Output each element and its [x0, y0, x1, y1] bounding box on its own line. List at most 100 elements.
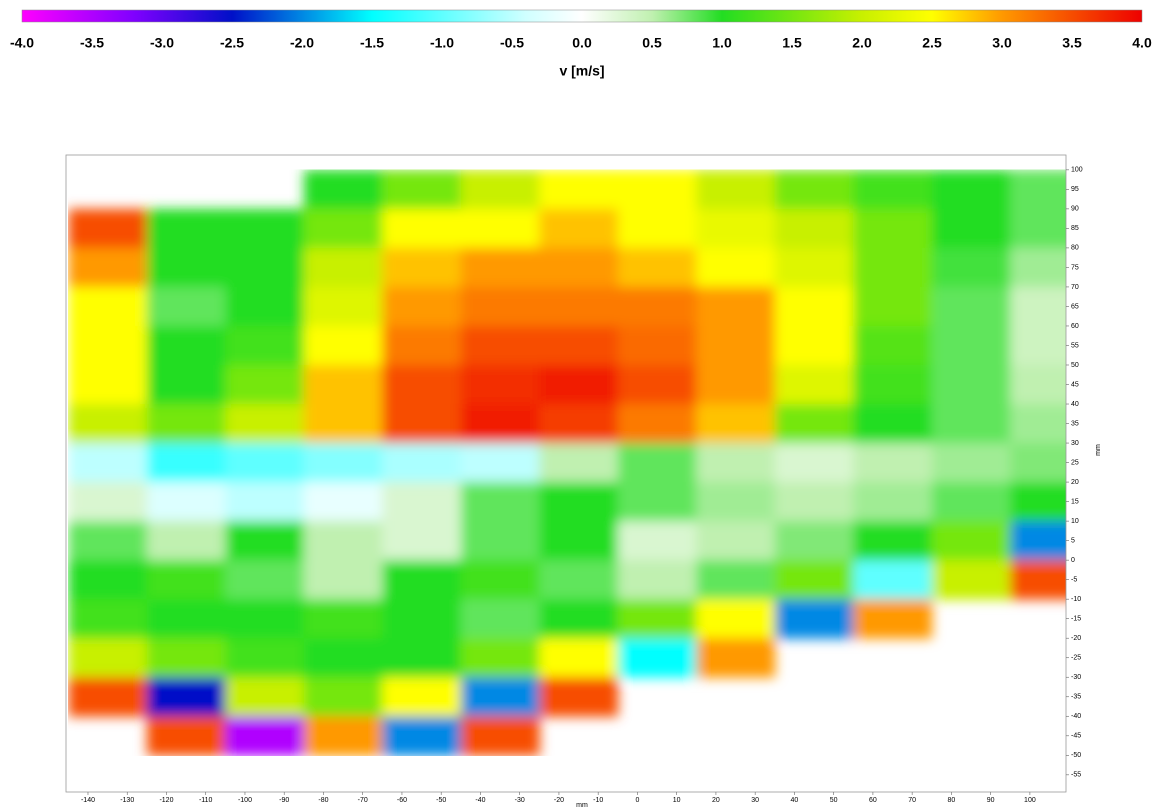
heatmap-cell [774, 482, 854, 522]
heatmap-cell [303, 404, 383, 444]
heatmap-cell [617, 404, 697, 444]
heatmap-cell [617, 560, 697, 600]
heatmap-cell [225, 560, 305, 600]
heatmap-cell [539, 404, 619, 444]
heatmap-cell [460, 677, 540, 717]
heatmap-cell [303, 560, 383, 600]
x-tick-label: -130 [120, 797, 134, 804]
heatmap-cell [382, 169, 462, 210]
heatmap-cell [303, 599, 383, 639]
heatmap-cell [225, 599, 305, 639]
heatmap-cell [225, 325, 305, 366]
heatmap-cell [68, 325, 148, 366]
heatmap-cell [617, 521, 697, 561]
heatmap-cell [1010, 364, 1066, 405]
colorbar-label: v [m/s] [559, 63, 604, 79]
y-tick-label: 40 [1071, 401, 1079, 408]
heatmap-cell [382, 325, 462, 366]
heatmap-cell [225, 521, 305, 561]
x-tick-label: 60 [869, 797, 877, 804]
heatmap-cell [68, 482, 148, 522]
y-tick-label: -5 [1071, 577, 1077, 584]
heatmap-cell [146, 677, 226, 717]
heatmap-cell [539, 169, 619, 210]
heatmap-cell [68, 638, 148, 678]
y-tick-label: -20 [1071, 635, 1081, 642]
heatmap-cell [382, 247, 462, 288]
heatmap-cell [853, 364, 933, 405]
y-tick-label: 35 [1071, 420, 1079, 427]
heatmap-cell [774, 286, 854, 327]
colorbar-tick-label: 4.0 [1132, 35, 1152, 51]
heatmap-cell [460, 325, 540, 366]
y-tick-label: -10 [1071, 596, 1081, 603]
heatmap-cell [1010, 404, 1066, 444]
heatmap-cell [617, 208, 697, 249]
y-tick-label: 60 [1071, 323, 1079, 330]
heatmap-cell [853, 286, 933, 327]
colorbar [21, 9, 1143, 23]
heatmap-cell [774, 325, 854, 366]
y-tick-label: -55 [1071, 772, 1081, 779]
heatmap-cell [68, 208, 148, 249]
heatmap-cell [853, 443, 933, 483]
heatmap-cell [225, 443, 305, 483]
heatmap-cell [303, 247, 383, 288]
heatmap-cell [774, 560, 854, 600]
x-tick-label: -100 [238, 797, 252, 804]
colorbar-tick-label: -1.0 [430, 35, 454, 51]
heatmap-cell [931, 325, 1011, 366]
heatmap-cell [931, 247, 1011, 288]
y-tick-label: 20 [1071, 479, 1079, 486]
y-tick-label: 25 [1071, 459, 1079, 466]
heatmap-cell [774, 404, 854, 444]
heatmap-cell [696, 325, 776, 366]
heatmap-cell [539, 521, 619, 561]
heatmap-cell [1010, 286, 1066, 327]
y-tick-label: 15 [1071, 498, 1079, 505]
heatmap-cell [146, 325, 226, 366]
x-tick-label: -110 [199, 797, 213, 804]
heatmap-cell [382, 521, 462, 561]
x-tick-label: 30 [751, 797, 759, 804]
heatmap-cell [382, 208, 462, 249]
heatmap-cell [853, 208, 933, 249]
heatmap-cell [696, 638, 776, 678]
heatmap-cell [225, 716, 305, 756]
heatmap-cell [696, 364, 776, 405]
heatmap-cell [460, 521, 540, 561]
heatmap-cell [1010, 521, 1066, 561]
heatmap-cell [303, 521, 383, 561]
heatmap-cell [539, 560, 619, 600]
colorbar-tick-label: -0.5 [500, 35, 524, 51]
heatmap-cell [853, 482, 933, 522]
heatmap-cell [931, 404, 1011, 444]
heatmap-cell [774, 208, 854, 249]
colorbar-tick-label: -4.0 [10, 35, 34, 51]
heatmap-cell [68, 521, 148, 561]
heatmap-cell [146, 482, 226, 522]
y-tick-label: 75 [1071, 264, 1079, 271]
x-tick-label: -140 [81, 797, 95, 804]
heatmap-cell [146, 404, 226, 444]
heatmap-cell [382, 364, 462, 405]
x-tick-label: 0 [635, 797, 639, 804]
heatmap-cell [853, 404, 933, 444]
heatmap-cell [853, 521, 933, 561]
heatmap-cell [1010, 247, 1066, 288]
heatmap-cell [460, 716, 540, 756]
heatmap-cell [146, 638, 226, 678]
heatmap-cell [382, 638, 462, 678]
x-tick-label: 80 [948, 797, 956, 804]
colorbar-tick-label: 2.5 [922, 35, 942, 51]
heatmap-cell [68, 677, 148, 717]
heatmap-cell [460, 169, 540, 210]
y-tick-label: 30 [1071, 440, 1079, 447]
heatmap-cell [225, 677, 305, 717]
colorbar-tick-label: 1.5 [782, 35, 802, 51]
heatmap-cell [303, 364, 383, 405]
x-tick-label: 100 [1024, 797, 1036, 804]
heatmap-cell [146, 364, 226, 405]
heatmap-cell [617, 638, 697, 678]
heatmap-cell [853, 325, 933, 366]
